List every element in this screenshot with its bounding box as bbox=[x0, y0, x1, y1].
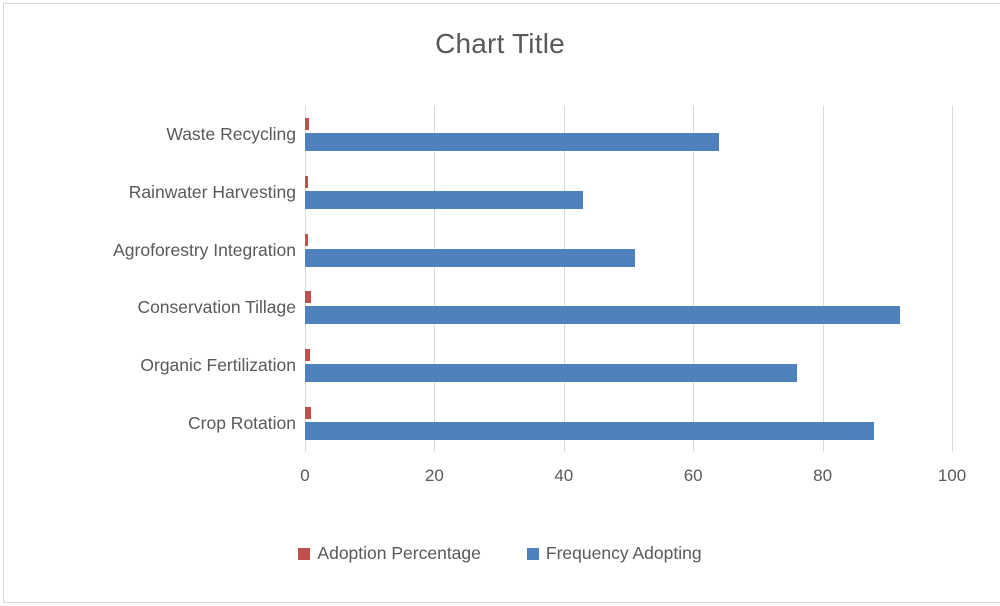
legend: Adoption Percentage Frequency Adopting bbox=[0, 543, 1000, 564]
chart-frame bbox=[3, 3, 1000, 603]
bar-adoption-percentage bbox=[305, 118, 310, 131]
x-tick-label: 20 bbox=[424, 466, 444, 485]
bar-adoption-percentage bbox=[305, 233, 309, 246]
x-tick-label: 0 bbox=[300, 466, 310, 485]
legend-label: Adoption Percentage bbox=[317, 543, 481, 563]
bar-frequency-adopting bbox=[305, 306, 901, 325]
gridline bbox=[305, 106, 306, 452]
gridline bbox=[952, 106, 953, 452]
bar-adoption-percentage bbox=[305, 176, 308, 188]
bar-frequency-adopting bbox=[305, 364, 797, 383]
category-label: Agroforestry Integration bbox=[113, 239, 296, 260]
category-label: Organic Fertilization bbox=[140, 355, 296, 376]
bar-frequency-adopting bbox=[305, 133, 720, 152]
category-axis: Waste Recycling Rainwater Harvesting Agrof… bbox=[10, 106, 296, 452]
legend-item: Frequency Adopting bbox=[526, 543, 702, 564]
legend-swatch bbox=[526, 547, 539, 560]
x-tick-label: 80 bbox=[813, 466, 833, 485]
gridline bbox=[822, 106, 824, 452]
gridline bbox=[563, 106, 565, 452]
bar-frequency-adopting bbox=[305, 191, 584, 209]
bar-frequency-adopting bbox=[305, 248, 635, 267]
bar-adoption-percentage bbox=[305, 349, 310, 362]
bar-group bbox=[305, 164, 952, 222]
bar-adoption-percentage bbox=[305, 406, 311, 419]
bar-group bbox=[305, 106, 952, 164]
gridline bbox=[693, 106, 695, 452]
bar-group bbox=[305, 221, 952, 279]
plot-area bbox=[305, 106, 953, 452]
category-label: Rainwater Harvesting bbox=[128, 182, 296, 202]
bar-rows bbox=[305, 106, 952, 452]
x-tick-label: 60 bbox=[683, 466, 703, 485]
legend-label: Frequency Adopting bbox=[545, 543, 702, 563]
legend-swatch bbox=[298, 547, 311, 560]
bar-adoption-percentage bbox=[305, 291, 311, 304]
x-tick-label: 40 bbox=[554, 466, 574, 485]
category-label: Conservation Tillage bbox=[137, 297, 296, 318]
category-label: Crop Rotation bbox=[188, 412, 296, 433]
gridline bbox=[434, 106, 436, 452]
bar-group bbox=[305, 337, 952, 395]
legend-item: Adoption Percentage bbox=[298, 543, 481, 564]
bar-group bbox=[305, 279, 952, 337]
chart-title: Chart Title bbox=[435, 28, 565, 59]
x-tick-label: 100 bbox=[937, 466, 967, 485]
category-label: Waste Recycling bbox=[166, 124, 296, 145]
bar-group bbox=[305, 394, 952, 452]
bar-frequency-adopting bbox=[305, 421, 875, 440]
x-axis: 0 20 40 60 80 100 bbox=[300, 466, 966, 490]
